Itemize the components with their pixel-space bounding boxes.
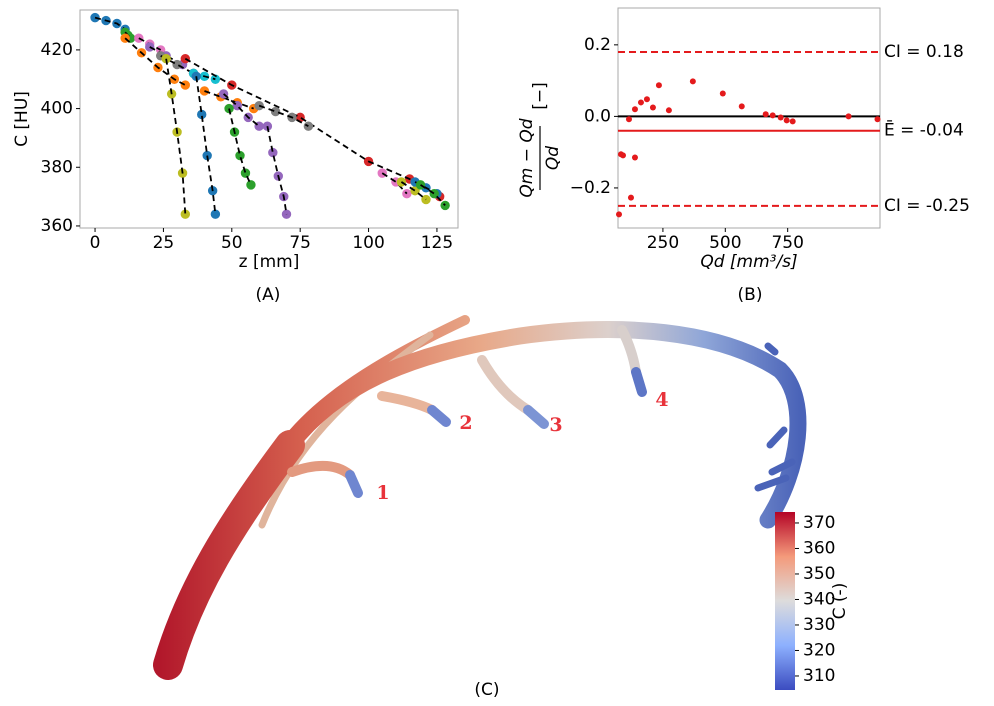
x-tick-label: 50: [221, 233, 243, 253]
fit-line: [124, 37, 186, 86]
x-axis-label: Qd [mm³/s]: [700, 252, 797, 272]
fit-line: [223, 93, 260, 127]
colorbar-label: C (-): [830, 583, 850, 620]
data-point: [643, 96, 650, 103]
data-point: [762, 111, 769, 118]
plot-frame: [79, 9, 459, 229]
colorbar-tick-label: 360: [803, 538, 835, 558]
vessel-label: 1: [376, 482, 389, 504]
data-point: [631, 154, 638, 161]
x-tick-label: 100: [352, 233, 384, 253]
vessel-label: 4: [655, 389, 668, 411]
vessel-tree: [153, 315, 807, 680]
y-label-numerator: Qm − Qd: [517, 118, 537, 197]
vessel-label: 3: [549, 414, 562, 436]
fit-line: [258, 104, 309, 127]
data-point: [719, 90, 726, 97]
panel-label: (A): [256, 285, 281, 305]
colorbar-tick-label: 350: [803, 564, 835, 584]
data-point: [649, 104, 656, 111]
colorbar-tick-label: 370: [803, 513, 835, 533]
x-tick-label: 250: [647, 233, 679, 253]
data-point: [783, 117, 790, 124]
x-tick-label: 500: [709, 233, 741, 253]
x-axis-label: z [mm]: [239, 252, 300, 272]
fit-line: [204, 90, 254, 110]
data-point: [738, 103, 745, 110]
data-point: [874, 116, 881, 123]
reference-label: CI = -0.25: [884, 196, 970, 216]
reference-label: Ē = -0.04: [884, 119, 964, 141]
plot-frame: [617, 7, 881, 229]
x-tick-label: 75: [289, 233, 311, 253]
fit-line: [94, 16, 126, 31]
colorbar: [775, 512, 795, 690]
colorbar-tick-label: 340: [803, 589, 835, 609]
data-point: [655, 82, 662, 89]
data-point: [625, 116, 632, 123]
y-label-unit: [−]: [530, 82, 550, 110]
data-point: [172, 59, 182, 70]
data-point: [769, 112, 776, 119]
data-point: [210, 209, 221, 219]
x-tick-label: 750: [771, 233, 803, 253]
y-tick-label: 0.0: [584, 106, 611, 126]
y-label-denominator: Qd: [543, 146, 563, 170]
y-axis-label: C [HU]: [12, 91, 32, 147]
y-tick-label: 360: [41, 216, 73, 236]
data-point: [246, 180, 256, 190]
data-point: [631, 106, 638, 113]
colorbar-tick-label: 330: [803, 615, 835, 635]
data-point: [689, 78, 696, 85]
data-point: [789, 118, 796, 125]
data-point: [777, 114, 784, 121]
fit-line: [381, 172, 408, 195]
vessel-label: 2: [459, 412, 472, 434]
y-tick-label: −0.2: [570, 178, 611, 198]
data-point: [627, 194, 634, 201]
data-point: [270, 106, 281, 117]
y-tick-label: 400: [41, 99, 73, 119]
data-point: [240, 168, 251, 178]
y-tick-label: 380: [41, 157, 73, 177]
y-axis-label: Qm − Qd Qd [−]: [517, 82, 563, 197]
data-point: [619, 152, 626, 159]
fit-line: [165, 58, 187, 215]
fit-line: [228, 108, 252, 186]
data-point: [665, 107, 672, 114]
x-tick-label: 25: [153, 233, 175, 253]
fit-line: [400, 181, 427, 201]
data-point: [180, 80, 191, 90]
fit-line: [266, 126, 288, 215]
panel-label: (B): [738, 285, 763, 305]
colorbar-tick-label: 320: [803, 640, 835, 660]
x-tick-label: 0: [90, 233, 101, 253]
fit-line: [195, 76, 217, 215]
data-point: [615, 211, 622, 218]
y-tick-label: 0.2: [584, 35, 611, 55]
fit-line: [160, 54, 194, 75]
reference-label: CI = 0.18: [884, 42, 964, 62]
data-point: [637, 99, 644, 106]
data-point: [845, 113, 852, 120]
fit-line: [420, 184, 446, 207]
colorbar-tick-label: 310: [803, 666, 835, 686]
x-tick-label: 125: [421, 233, 453, 253]
panel-label: (C): [474, 680, 499, 700]
y-tick-label: 420: [41, 40, 73, 60]
